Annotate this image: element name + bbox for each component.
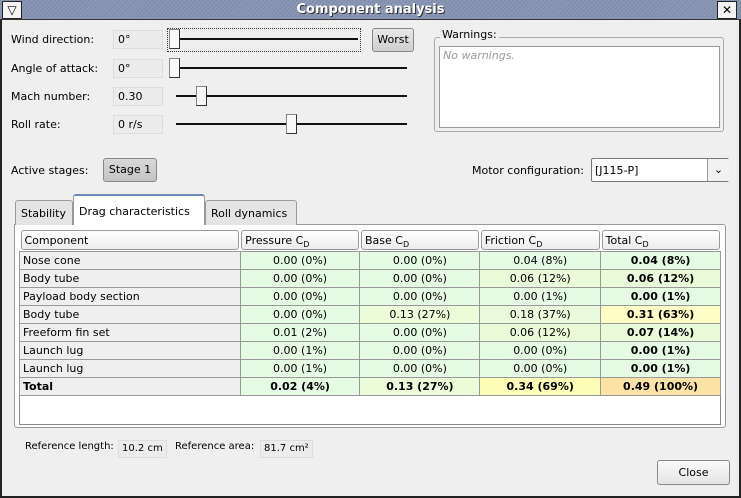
component-name-cell: Body tube [19, 268, 241, 288]
param-label: Roll rate: [11, 118, 61, 131]
cd-cell: 0.00 (0%) [479, 358, 602, 378]
cd-cell: 0.04 (8%) [600, 250, 721, 270]
component-name-cell: Launch lug [19, 340, 241, 360]
cd-cell: 0.00 (1%) [600, 340, 721, 360]
cd-cell: 0.06 (12%) [479, 322, 602, 342]
cd-cell: 0.00 (1%) [239, 340, 361, 360]
cd-cell: 0.01 (2%) [239, 322, 361, 342]
cd-cell: 0.00 (0%) [359, 340, 481, 360]
param-value-field[interactable]: 0 r/s [113, 115, 163, 134]
component-name-cell: Payload body section [19, 286, 241, 306]
window-frame [0, 20, 741, 498]
param-value-field[interactable]: 0.30 [113, 87, 163, 106]
window-menu-icon[interactable]: ▽ [2, 1, 22, 19]
title-bar[interactable] [0, 0, 741, 20]
cd-cell: 0.00 (1%) [479, 286, 602, 306]
table-row[interactable]: Nose cone 0.00 (0%) 0.00 (0%) 0.04 (8%) 0.04… [19, 250, 721, 270]
column-header[interactable]: Pressure CD [240, 230, 360, 251]
cd-cell: 0.00 (0%) [479, 340, 602, 360]
param-value-field[interactable]: 0° [113, 30, 163, 49]
component-name-cell: Body tube [19, 304, 241, 324]
component-name-cell: Total [19, 376, 241, 396]
param-slider-track[interactable] [176, 95, 407, 97]
reference-length-value: 10.2 cm [118, 440, 167, 458]
reference-area-label: Reference area: [175, 441, 255, 452]
param-slider-thumb[interactable] [169, 58, 180, 78]
table-row[interactable]: Launch lug 0.00 (1%) 0.00 (0%) 0.00 (0%) 0.0… [19, 340, 721, 360]
motor-config-value: [J115-P] [595, 164, 639, 177]
table-row[interactable]: Launch lug 0.00 (1%) 0.00 (0%) 0.00 (0%) 0.0… [19, 358, 721, 378]
cd-cell: 0.18 (37%) [479, 304, 602, 324]
cd-cell: 0.49 (100%) [600, 376, 721, 396]
component-name-cell: Launch lug [19, 358, 241, 378]
cd-cell: 0.34 (69%) [479, 376, 602, 396]
active-stages-label: Active stages: [11, 164, 89, 177]
component-name-cell: Nose cone [19, 250, 241, 270]
table-row[interactable]: Body tube 0.00 (0%) 0.00 (0%) 0.06 (12%) 0.0… [19, 268, 721, 288]
param-slider-track[interactable] [172, 38, 358, 40]
cd-cell: 0.00 (1%) [239, 358, 361, 378]
column-header[interactable]: Component [20, 230, 241, 251]
warnings-text: No warnings. [439, 46, 720, 128]
warnings-title: Warnings: [440, 28, 499, 41]
table-row[interactable]: Freeform fin set 0.01 (2%) 0.00 (0%) 0.06 (… [19, 322, 721, 342]
reference-area-value: 81.7 cm² [260, 440, 313, 458]
param-value-field[interactable]: 0° [113, 59, 163, 78]
component-name-cell: Freeform fin set [19, 322, 241, 342]
cd-cell: 0.00 (0%) [359, 268, 481, 288]
cd-cell: 0.07 (14%) [600, 322, 721, 342]
param-label: Angle of attack: [11, 62, 99, 75]
warnings-group [434, 37, 724, 132]
cd-cell: 0.00 (0%) [239, 304, 361, 324]
window-title: Component analysis [296, 2, 445, 17]
cd-cell: 0.06 (12%) [600, 268, 721, 288]
stage-1-toggle[interactable]: Stage 1 [103, 158, 157, 182]
cd-cell: 0.13 (27%) [359, 376, 481, 396]
tab-drag-characteristics[interactable]: Drag characteristics [73, 194, 205, 225]
cd-cell: 0.00 (0%) [239, 286, 361, 306]
cd-cell: 0.00 (0%) [359, 250, 481, 270]
worst-button[interactable]: Worst [372, 28, 414, 52]
reference-length-label: Reference length: [25, 441, 114, 452]
chevron-down-icon[interactable]: ⌄ [707, 159, 729, 181]
param-label: Wind direction: [11, 33, 95, 46]
cd-cell: 0.00 (0%) [359, 322, 481, 342]
total-row[interactable]: Total 0.02 (4%) 0.13 (27%) 0.34 (69%) 0.49 (… [19, 376, 721, 396]
cd-cell: 0.00 (1%) [600, 286, 721, 306]
param-slider-thumb[interactable] [169, 29, 180, 49]
motor-config-label: Motor configuration: [472, 164, 584, 177]
tab-stability[interactable]: Stability [15, 200, 73, 225]
cd-cell: 0.04 (8%) [479, 250, 602, 270]
focus-ring [167, 28, 361, 52]
cd-cell: 0.00 (0%) [239, 250, 361, 270]
cd-cell: 0.00 (0%) [239, 268, 361, 288]
column-header[interactable]: Friction CD [480, 230, 601, 251]
cd-cell: 0.00 (0%) [359, 286, 481, 306]
param-label: Mach number: [11, 90, 91, 103]
close-icon[interactable]: ✕ [717, 1, 737, 19]
table-row[interactable]: Body tube 0.00 (0%) 0.13 (27%) 0.18 (37%) 0.… [19, 304, 721, 324]
close-button[interactable]: Close [657, 460, 730, 485]
column-header[interactable]: Base CD [360, 230, 480, 251]
cd-cell: 0.31 (63%) [600, 304, 721, 324]
cd-cell: 0.00 (1%) [600, 358, 721, 378]
tab-roll-dynamics[interactable]: Roll dynamics [205, 200, 297, 225]
table-row[interactable]: Payload body section 0.00 (0%) 0.00 (0%) 0.… [19, 286, 721, 306]
cd-cell: 0.13 (27%) [359, 304, 481, 324]
param-slider-thumb[interactable] [195, 86, 207, 106]
cd-cell: 0.02 (4%) [239, 376, 361, 396]
motor-config-select[interactable]: [J115-P] ⌄ [591, 158, 729, 182]
column-header[interactable]: Total CD [601, 230, 721, 251]
cd-cell: 0.06 (12%) [479, 268, 602, 288]
param-slider-thumb[interactable] [286, 114, 297, 134]
drag-table: Component Pressure CD Base CD Friction CD To… [19, 230, 721, 396]
cd-cell: 0.00 (0%) [359, 358, 481, 378]
param-slider-track[interactable] [172, 67, 407, 69]
